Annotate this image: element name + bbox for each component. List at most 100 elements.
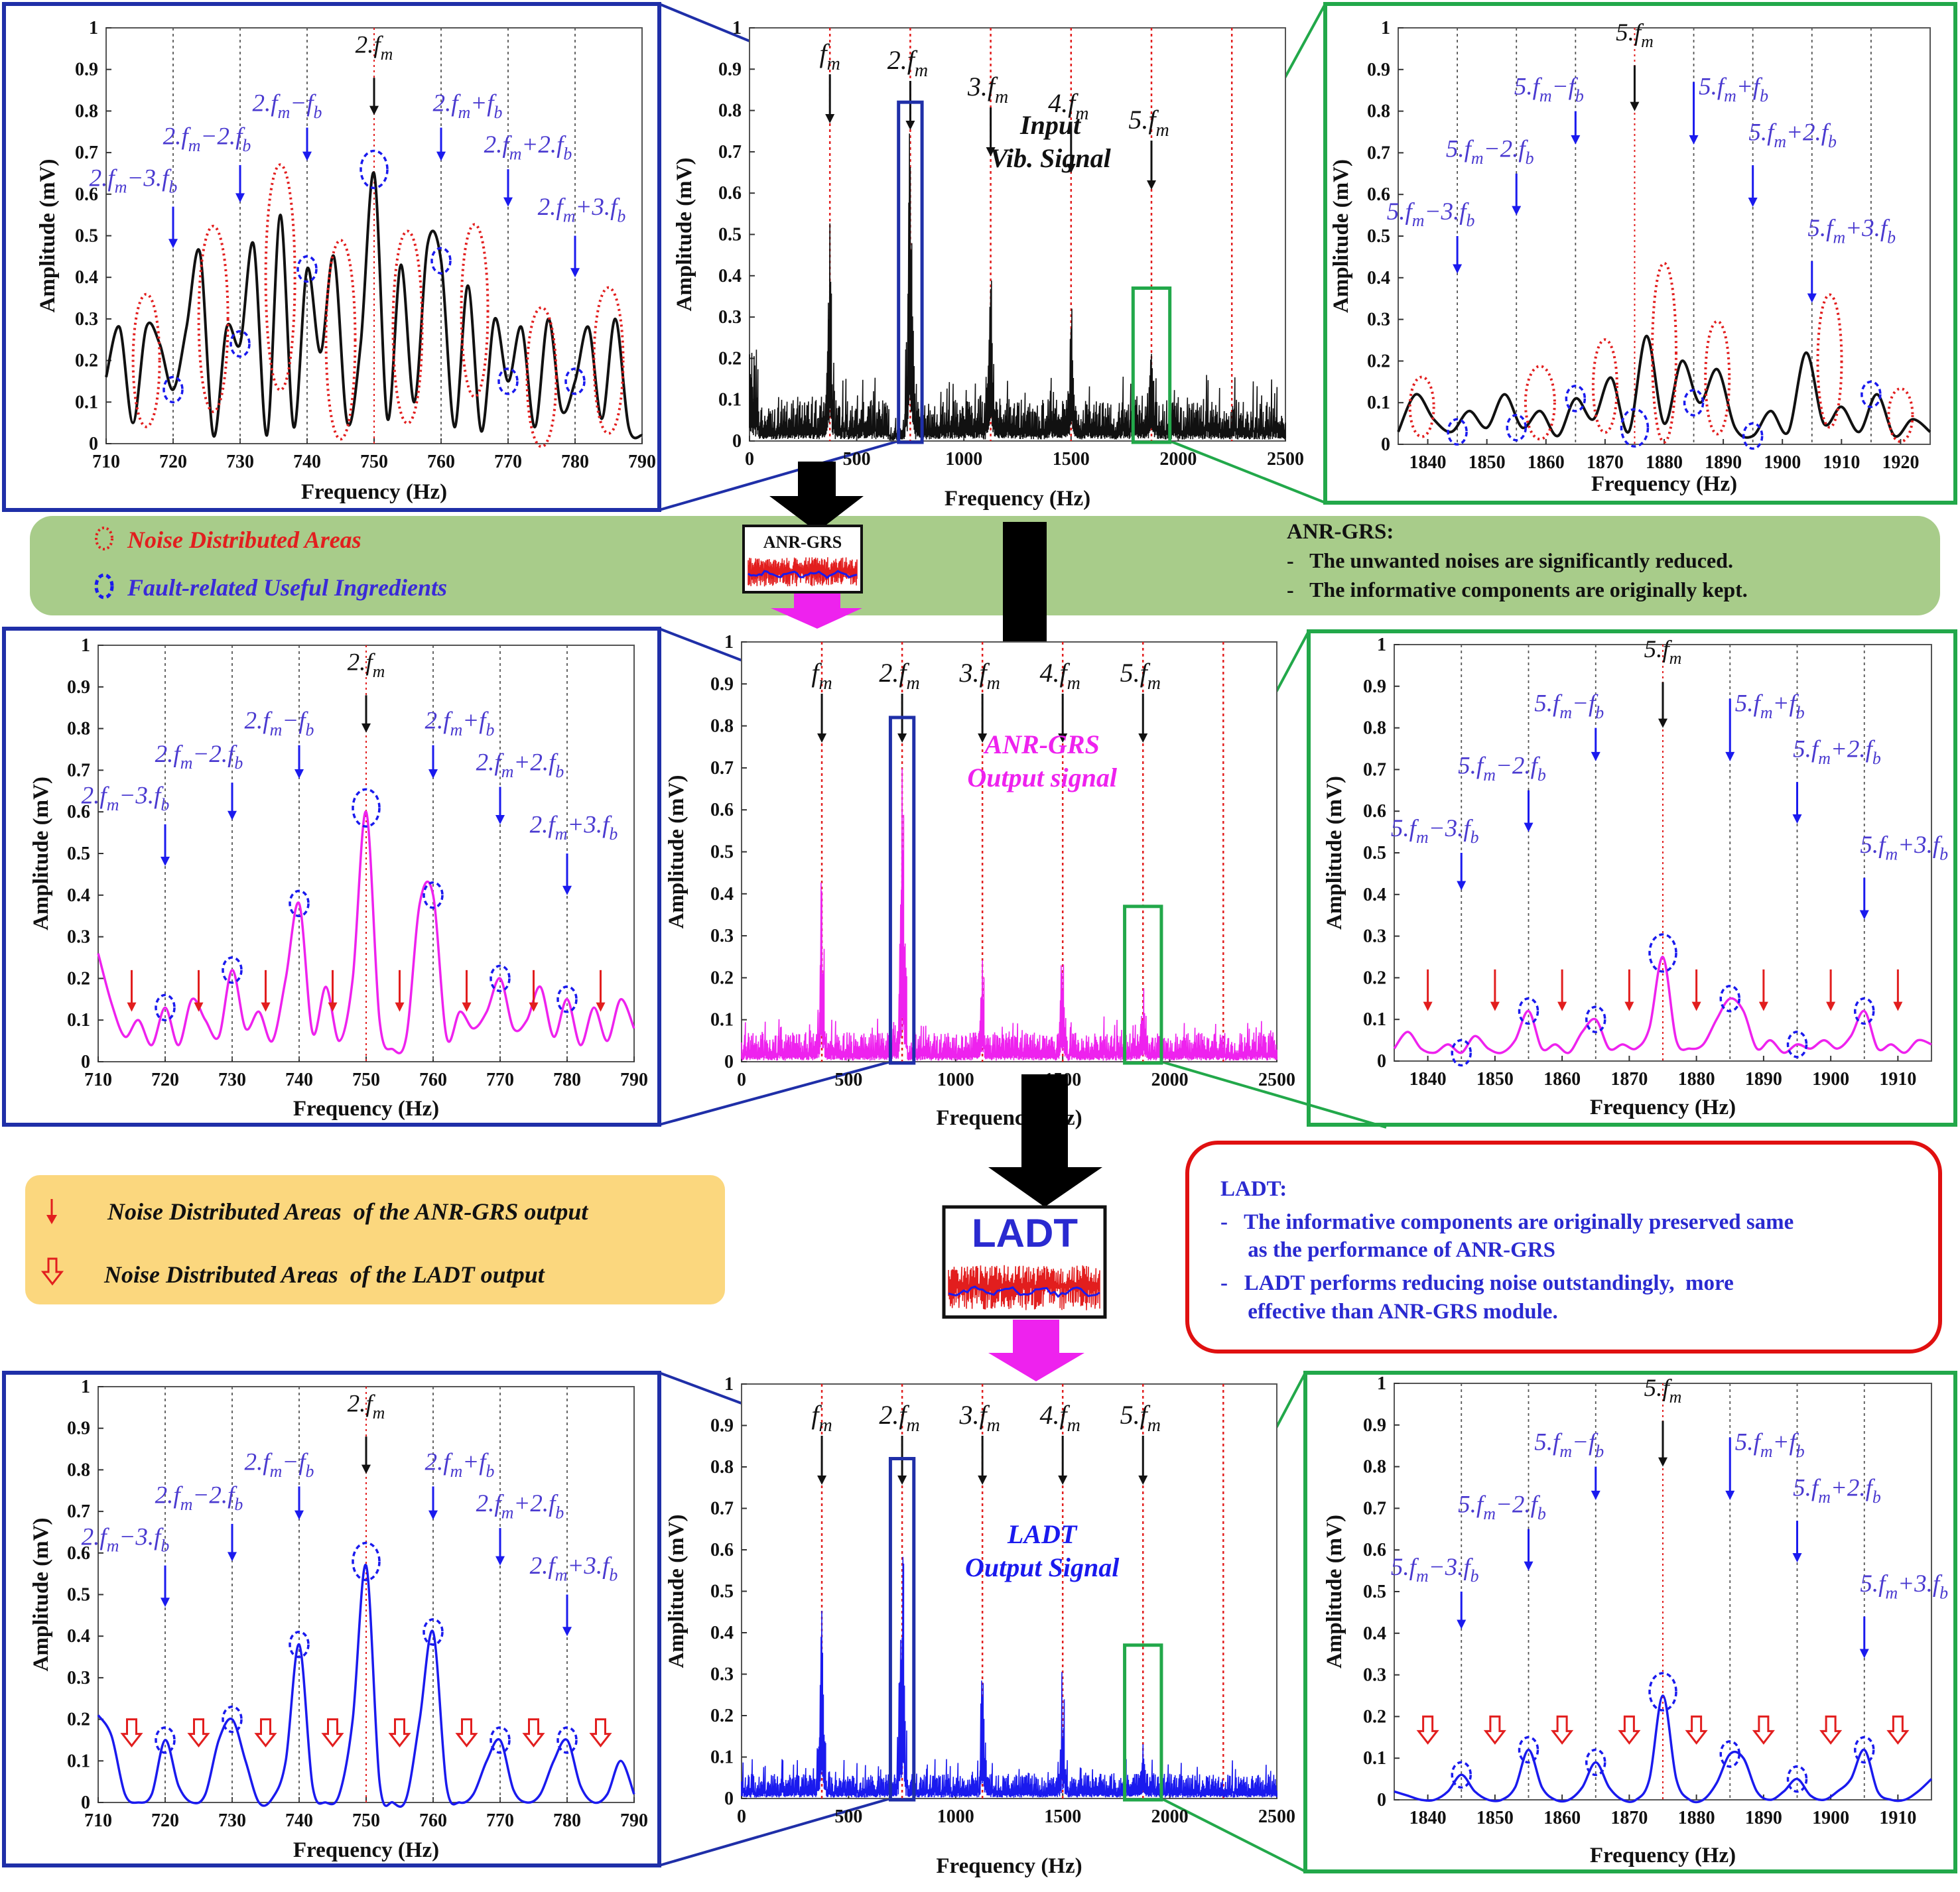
frame-ladt-right — [1303, 1371, 1957, 1873]
x-tick-label: 0 — [737, 1806, 746, 1827]
sideband-label: 5.fm​+3.fb​ — [1860, 1570, 1948, 1602]
frame-ladt-left — [2, 1371, 661, 1867]
y-tick-label: 0.2 — [1363, 1706, 1386, 1727]
y-tick-label: 0.7 — [67, 1501, 90, 1522]
chart-zoom_anr_left: 0 0.1 0.2 0.3 0.4 0.5 0.6 0.7 0.8 0.9 1 710 720 730 74… — [29, 635, 648, 1121]
y-axis-label: Amplitude (mV) — [1323, 776, 1346, 930]
fault-ellipse — [423, 881, 444, 909]
y-tick-label: 0.2 — [1367, 351, 1390, 371]
x-tick-label: 1500 — [1044, 1806, 1081, 1827]
down-arrow-head — [168, 239, 178, 249]
fault-ellipse — [1518, 997, 1539, 1025]
down-arrow-head — [1792, 1553, 1802, 1563]
down-arrow-head — [1147, 180, 1156, 190]
y-tick-label: 0.7 — [75, 143, 98, 163]
y-tick-label: 0.9 — [710, 1416, 734, 1436]
fault-ellipse — [1565, 385, 1587, 412]
y-tick-label: 1 — [732, 18, 742, 38]
y-tick-label: 0.2 — [1363, 968, 1386, 988]
signal-trace — [749, 133, 1286, 441]
x-tick-label: 1850 — [1476, 1808, 1514, 1828]
x-tick-label: 1900 — [1764, 452, 1801, 473]
y-axis-label: Amplitude (mV) — [29, 1518, 53, 1672]
y-tick-label: 0.7 — [1363, 759, 1386, 780]
harmonic-marker: 2.fm​ — [879, 1400, 919, 1436]
y-tick-label: 0.3 — [1363, 926, 1386, 947]
y-tick-label: 0.3 — [75, 309, 98, 330]
y-tick-label: 0.5 — [1363, 843, 1386, 863]
down-arrow-head — [1591, 751, 1601, 761]
y-tick-label: 0.2 — [67, 968, 90, 989]
sideband-label: 2.fm​+2.fb​ — [476, 749, 564, 781]
y-tick-label: 0.6 — [1367, 184, 1390, 205]
y-tick-label: 1 — [724, 1374, 734, 1395]
frame-input-right — [1323, 2, 1957, 505]
y-tick-label: 1 — [1377, 635, 1386, 655]
fault-ellipse — [352, 788, 381, 828]
down-arrow-head — [1524, 1561, 1534, 1571]
y-tick-label: 0.1 — [75, 392, 98, 412]
y-tick-label: 0.9 — [75, 60, 98, 80]
down-arrow-head — [596, 1002, 606, 1012]
signal-curve — [97, 810, 635, 1054]
hollow-noise-arrow — [1819, 1715, 1843, 1745]
x-axis-label: Frequency (Hz) — [945, 487, 1090, 511]
x-tick-label: 1910 — [1879, 1069, 1916, 1090]
y-tick-label: 0.5 — [1363, 1582, 1386, 1602]
y-tick-label: 0.7 — [1367, 143, 1390, 163]
y-tick-label: 1 — [724, 632, 734, 653]
down-arrow-head — [1807, 293, 1817, 303]
fault-ellipse — [1447, 418, 1468, 446]
x-tick-label: 1890 — [1705, 452, 1742, 473]
y-tick-label: 0.6 — [710, 800, 734, 820]
down-arrow-head — [161, 856, 170, 866]
down-arrow-head — [1453, 264, 1463, 274]
ladt-box-title: LADT: — [1220, 1177, 1287, 1201]
down-arrow-head — [986, 147, 996, 157]
sideband-label: 2.fm​−2.fb​ — [155, 741, 243, 773]
down-arrow-head — [369, 105, 379, 115]
ladt-box-line-3: - LADT performs reducing noise outstandi… — [1220, 1271, 1734, 1295]
chart-zoom_input_right: 0 0.1 0.2 0.3 0.4 0.5 0.6 0.7 0.8 0.9 1 1840 1850 186… — [1329, 18, 1931, 496]
fault-ellipse — [430, 247, 452, 275]
chart-zoom_anr_right: 0 0.1 0.2 0.3 0.4 0.5 0.6 0.7 0.8 0.9 1 1840 1850 186… — [1323, 635, 1948, 1119]
anr-box-line-2: - The informative components are origina… — [1287, 578, 1748, 601]
down-arrow-head — [825, 114, 835, 123]
down-arrow-head — [817, 1476, 827, 1485]
fault-ellipse — [1620, 408, 1650, 448]
fault-ellipse — [163, 375, 184, 404]
y-axis-label: Amplitude (mV) — [673, 158, 696, 312]
fault-ellipse — [1518, 1735, 1539, 1764]
down-arrow-head — [978, 733, 988, 743]
x-axis-label: Frequency (Hz) — [293, 1097, 439, 1121]
legend-red-arrow-icon — [46, 1199, 57, 1224]
x-tick-label: 1860 — [1543, 1069, 1581, 1090]
x-tick-label: 720 — [151, 1810, 179, 1831]
x-tick-label: 1850 — [1476, 1069, 1514, 1090]
hollow-noise-arrow — [388, 1718, 411, 1748]
y-tick-label: 0.6 — [1363, 801, 1386, 822]
down-arrow-head — [261, 1002, 271, 1012]
y-tick-label: 0.8 — [1363, 1457, 1386, 1478]
down-arrow-head — [1748, 198, 1758, 208]
x-tick-label: 770 — [486, 1070, 514, 1090]
connector-left-bottom — [659, 1797, 891, 1867]
noise-ellipse — [197, 224, 229, 413]
x-tick-label: 1870 — [1587, 452, 1624, 473]
y-tick-label: 0.4 — [1367, 268, 1390, 288]
sideband-label: 5.fm​+2.fb​ — [1793, 1475, 1881, 1507]
down-arrow-head — [1490, 1001, 1500, 1011]
hollow-noise-arrow — [1752, 1715, 1775, 1745]
legend-band-mid — [25, 1175, 725, 1304]
zoom-box-right — [1131, 286, 1172, 444]
down-arrow-head — [570, 268, 580, 278]
down-arrow-head — [1524, 822, 1534, 832]
signal-trace — [741, 768, 1277, 1061]
y-tick-label: 0 — [1377, 1051, 1386, 1072]
ladt-box-line-2: as the performance of ANR-GRS — [1220, 1238, 1555, 1262]
y-tick-label: 0.3 — [718, 307, 742, 328]
sideband-label: 5.fm​−fb​ — [1534, 690, 1604, 722]
x-axis-label: Frequency (Hz) — [301, 480, 447, 504]
x-tick-label: 760 — [419, 1070, 447, 1090]
